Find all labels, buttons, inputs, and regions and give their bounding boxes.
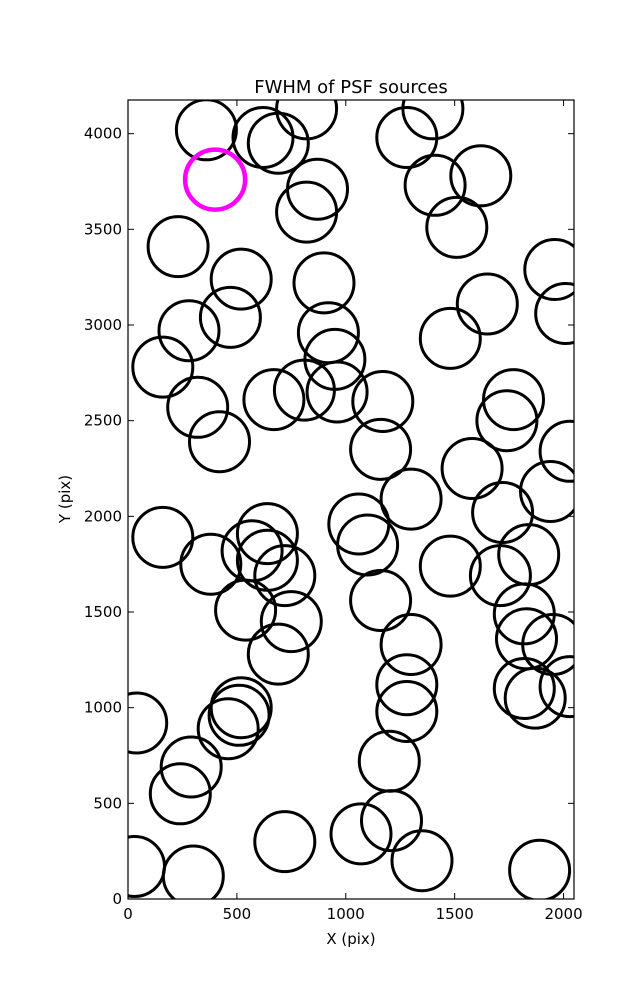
source-circle	[128, 691, 169, 755]
plot-background	[128, 100, 574, 899]
source-circle	[275, 100, 339, 141]
source-circle	[148, 762, 212, 826]
source-circle	[131, 335, 195, 399]
source-circle	[492, 657, 556, 720]
highlighted-source-circle	[182, 147, 248, 212]
source-circle	[455, 272, 519, 336]
y-tick-label: 3500	[84, 220, 122, 238]
source-circle	[519, 460, 574, 523]
source-circle	[272, 358, 336, 422]
source-circle	[418, 306, 482, 370]
source-circle	[538, 655, 574, 719]
chart-title: FWHM of PSF sources	[254, 77, 448, 98]
source-circle	[349, 417, 413, 481]
source-circle	[131, 505, 195, 569]
y-tick-label: 0	[112, 890, 122, 908]
x-axis: 0 500 1000 1500 2000	[123, 100, 583, 923]
y-tick-label: 2500	[84, 412, 122, 430]
x-tick-label: 500	[223, 905, 252, 923]
plot-frame	[127, 99, 575, 900]
x-tick-label: 0	[123, 905, 133, 923]
source-circle	[349, 569, 413, 632]
source-circle	[305, 360, 369, 424]
source-circle	[538, 419, 574, 483]
source-circle	[503, 666, 567, 730]
source-circle	[425, 195, 489, 259]
source-circle	[449, 144, 513, 208]
y-tick-label: 2000	[84, 507, 122, 525]
x-tick-label: 1500	[436, 905, 474, 923]
source-circle	[179, 532, 243, 596]
x-tick-label: 2000	[544, 905, 582, 923]
source-circle	[403, 153, 467, 217]
x-axis-label: X (pix)	[326, 930, 375, 948]
source-circle	[207, 683, 271, 747]
y-tick-label: 1500	[84, 603, 122, 621]
points-layer	[128, 100, 574, 899]
source-circle	[242, 368, 306, 432]
source-circle	[209, 247, 273, 311]
y-tick-label: 4000	[84, 125, 122, 143]
source-circle	[375, 680, 439, 743]
source-circle	[375, 653, 439, 717]
source-circle	[174, 100, 238, 162]
source-circle	[292, 251, 356, 315]
y-tick-label: 1000	[84, 699, 122, 717]
source-circle	[360, 789, 423, 853]
source-circle	[253, 544, 317, 608]
source-circle	[534, 282, 574, 345]
source-circle	[159, 735, 223, 799]
source-circle	[235, 502, 299, 566]
source-circle	[259, 590, 323, 654]
source-circle	[418, 534, 482, 598]
source-circle	[253, 810, 317, 874]
source-circle	[275, 180, 339, 244]
x-tick-label: 1000	[327, 905, 365, 923]
source-circle	[128, 835, 166, 898]
source-circle	[390, 829, 454, 893]
source-circle	[157, 299, 221, 363]
source-circle	[475, 389, 539, 453]
source-circle	[482, 368, 545, 432]
source-circle	[508, 838, 572, 899]
source-circle	[214, 578, 278, 642]
source-circle	[196, 697, 260, 761]
y-tick-label: 500	[93, 794, 122, 812]
y-tick-label: 3000	[84, 316, 122, 334]
source-circle	[246, 622, 310, 686]
source-circle	[146, 215, 210, 279]
source-circle	[351, 370, 415, 433]
source-circle	[523, 238, 574, 301]
source-circle	[329, 802, 393, 866]
source-circle	[166, 375, 230, 439]
y-axis-label: Y (pix)	[56, 475, 74, 524]
y-axis: 0 500 1000 1500 2000 2500 3000 3500 4000	[84, 125, 574, 908]
source-circle	[440, 437, 504, 500]
source-circle	[188, 410, 251, 474]
source-circle	[379, 467, 443, 531]
source-circle	[379, 613, 443, 676]
source-circle	[198, 285, 262, 349]
source-circle	[401, 100, 465, 141]
